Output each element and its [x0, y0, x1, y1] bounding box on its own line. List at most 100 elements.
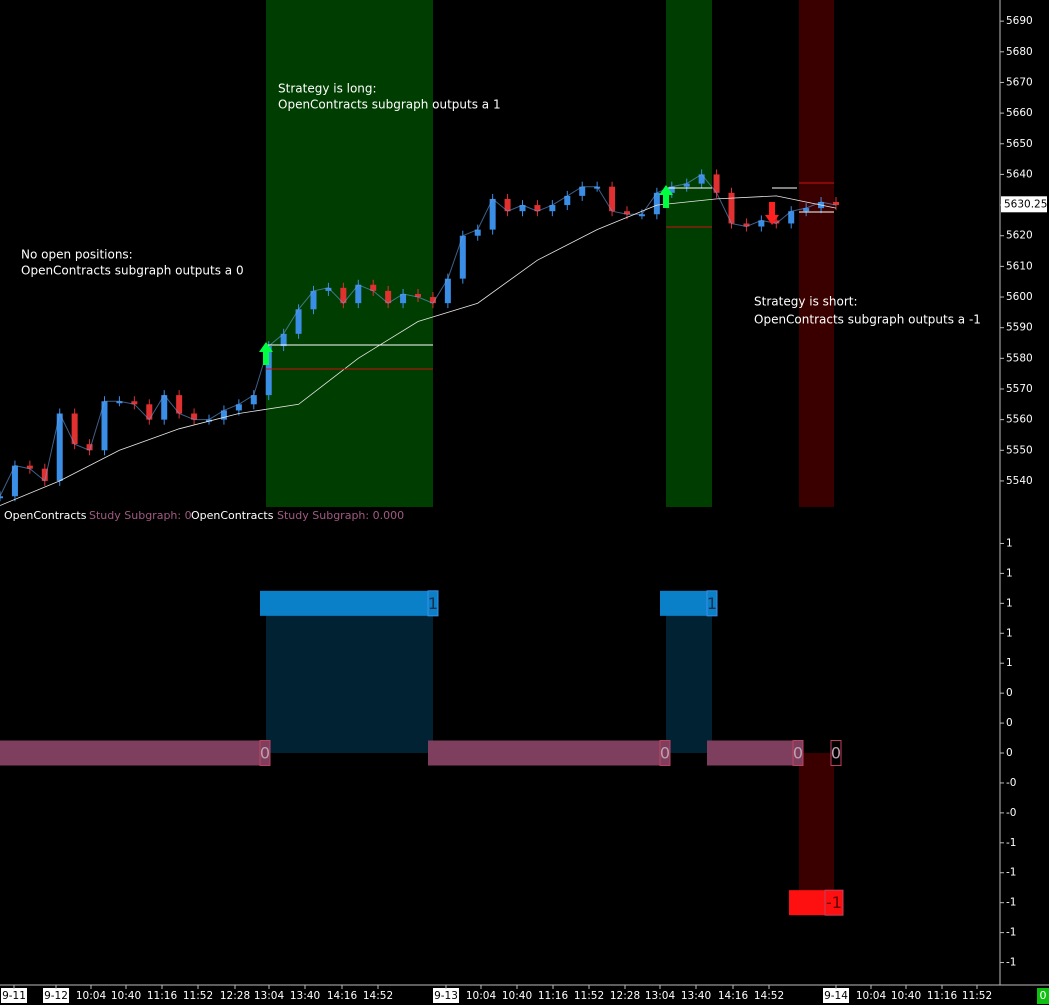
candle-body [220, 410, 227, 420]
legend-study-name: OpenContracts [4, 509, 87, 522]
candle-body [609, 186, 616, 212]
x-tick-label: 10:40 [502, 990, 532, 1002]
candle-body [773, 220, 780, 224]
date-label: 9-11 [2, 990, 26, 1002]
y-tick-label: -1 [1006, 927, 1016, 939]
y-tick-label: 1 [1006, 567, 1013, 579]
moving-average [0, 195, 837, 506]
value-label: 0 [831, 744, 841, 763]
x-tick-label: 11:52 [183, 990, 213, 1002]
y-tick-label: 5690 [1006, 15, 1033, 27]
y-tick-label: 1 [1006, 657, 1013, 669]
candle-body [325, 287, 332, 291]
value-box [259, 740, 271, 767]
candle-body [235, 404, 242, 411]
x-tick-label: 10:04 [856, 990, 887, 1002]
long-band [266, 0, 433, 507]
candle-body [668, 186, 675, 193]
value-label: 0 [260, 744, 270, 763]
last-price-label: 5630.25 [1004, 198, 1047, 210]
legend-study-name: OpenContracts [191, 509, 274, 522]
candle-body [131, 401, 138, 405]
x-tick-label: 14:52 [754, 990, 784, 1002]
candle-body [579, 186, 586, 196]
axis-layer: 5540 5550 5560 5570 5580 5590 5600 5610 5620 5630… [1, 15, 1047, 1003]
candle-body [489, 198, 496, 230]
legend-subgraph: Study Subgraph: 0 [89, 509, 192, 522]
candle-body [206, 419, 212, 422]
y-tick-label: 5590 [1006, 322, 1033, 334]
x-tick-label: 10:40 [111, 990, 141, 1002]
candle-body [504, 198, 511, 212]
date-box [1, 988, 27, 1003]
y-tick-label: -0 [1006, 807, 1016, 819]
annotation: Strategy is long: [278, 82, 377, 96]
candle-body [788, 211, 795, 224]
state-bar [0, 740, 270, 766]
value-box [659, 740, 671, 767]
buy-arrow [659, 185, 673, 208]
x-tick-label: 10:40 [891, 990, 921, 1002]
candle-body [698, 174, 705, 184]
y-tick-label: 5560 [1006, 414, 1033, 426]
value-label: 1 [707, 594, 717, 613]
state-bar [428, 740, 670, 766]
y-tick-label: 1 [1006, 627, 1013, 639]
x-tick-label: 10:04 [76, 990, 107, 1002]
candle-body [280, 333, 287, 347]
value-label: -1 [826, 893, 842, 912]
x-tick-label: 13:40 [290, 990, 320, 1002]
x-tick-label: 13:04 [254, 990, 285, 1002]
candle-body [429, 297, 436, 304]
annotation: OpenContracts subgraph outputs a -1 [754, 313, 981, 327]
state-area [266, 603, 433, 754]
candle-body [549, 205, 556, 212]
value-box [792, 740, 804, 767]
state-bar [260, 590, 438, 616]
date-box [823, 988, 849, 1003]
y-tick-label: -1 [1006, 957, 1016, 969]
candle-body [564, 195, 571, 206]
candle-body [146, 404, 153, 420]
y-tick-label: 5680 [1006, 46, 1033, 58]
last-price-box [1001, 196, 1047, 213]
annotation: No open positions: [21, 248, 133, 262]
candle-body [638, 214, 645, 217]
status-box [1037, 988, 1049, 1004]
x-tick-label: 13:40 [681, 990, 711, 1002]
candle-body [101, 401, 108, 451]
candle-body [415, 293, 421, 298]
x-tick-label: 11:52 [962, 990, 992, 1002]
x-tick-label: 11:16 [538, 990, 569, 1002]
price-line [0, 173, 837, 497]
candle-body [11, 465, 18, 497]
x-tick-label: 14:52 [363, 990, 393, 1002]
candle-body [161, 395, 168, 420]
candle-body [833, 202, 839, 206]
y-tick-label: 5670 [1006, 76, 1033, 88]
candle-body [534, 205, 541, 212]
candle-body [444, 278, 451, 304]
candle-body [41, 468, 48, 481]
state-area [666, 603, 712, 754]
y-tick-label: -1 [1006, 837, 1016, 849]
state-area [799, 753, 834, 903]
y-tick-label: 5620 [1006, 230, 1033, 242]
candle-body [683, 183, 690, 187]
candle-body [624, 211, 630, 215]
value-box [706, 590, 718, 617]
x-tick-label: 10:04 [466, 990, 497, 1002]
long-band [666, 0, 712, 507]
date-label: 9-14 [824, 990, 848, 1002]
annotation: OpenContracts subgraph outputs a 0 [21, 264, 244, 278]
x-tick-label: 11:52 [574, 990, 604, 1002]
y-tick-label: 1 [1006, 597, 1013, 609]
candle-body [385, 290, 392, 304]
candle-body [743, 223, 750, 227]
candle-body [176, 395, 183, 414]
candle-body [56, 413, 63, 481]
date-label: 9-13 [434, 990, 458, 1002]
y-tick-label: -1 [1006, 897, 1016, 909]
